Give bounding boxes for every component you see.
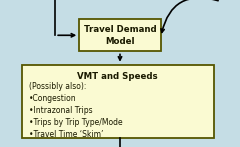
Text: •Trips by Trip Type/Mode: •Trips by Trip Type/Mode xyxy=(29,118,122,127)
Text: •Intrazonal Trips: •Intrazonal Trips xyxy=(29,106,92,115)
Text: VMT and Speeds: VMT and Speeds xyxy=(77,72,158,81)
Text: Travel Demand
Model: Travel Demand Model xyxy=(84,25,156,46)
Text: (Possibly also):: (Possibly also): xyxy=(29,82,86,91)
Text: •Congestion: •Congestion xyxy=(29,94,76,103)
FancyBboxPatch shape xyxy=(22,65,214,138)
FancyBboxPatch shape xyxy=(79,19,161,51)
Text: •Travel Time ‘Skim’: •Travel Time ‘Skim’ xyxy=(29,130,103,139)
